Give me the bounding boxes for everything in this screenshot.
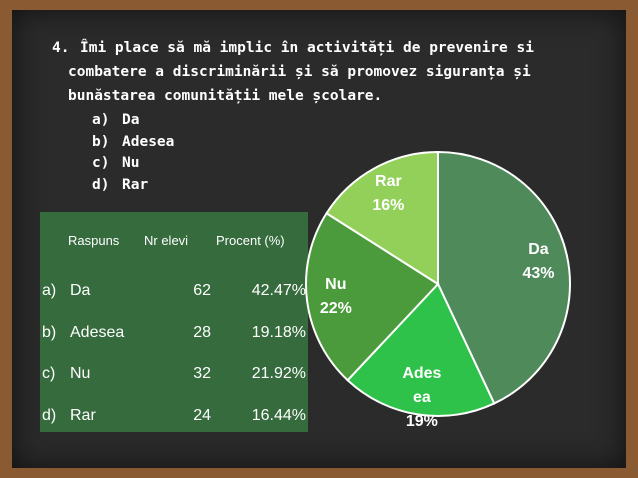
row-answer: Adesea — [70, 323, 125, 341]
table-header: Raspuns — [68, 233, 120, 248]
row-count: 28 — [193, 323, 211, 341]
row-count: 62 — [193, 282, 211, 299]
pie-slice — [305, 211, 440, 382]
slice-label: Da 43% — [516, 238, 560, 286]
option-text: Nu — [122, 155, 140, 171]
results-table: Raspuns Nr elevi Procent (%) a) Da 62 42.47% b)… — [40, 212, 308, 432]
table-header: Procent (%) — [216, 233, 285, 248]
row-percent: 42.47% — [251, 282, 306, 299]
pie-slice — [346, 282, 496, 417]
slice-value-label: 16% — [372, 196, 405, 214]
slice-label: Adesea 19% — [400, 362, 444, 434]
option-letter: c) — [92, 155, 110, 171]
option-letter: b) — [92, 133, 110, 150]
row-answer: Rar — [70, 406, 96, 424]
slice-label: Rar 16% — [366, 170, 410, 218]
option-letter: d) — [92, 176, 110, 193]
row-percent: 16.44% — [251, 406, 306, 424]
row-count: 32 — [193, 365, 211, 382]
row-answer: Da — [70, 282, 91, 299]
slice-category: Rar — [375, 172, 402, 190]
row-letter: b) — [42, 323, 57, 341]
slice-category: Da — [528, 240, 549, 258]
pie-slice — [437, 150, 571, 405]
row-answer: Nu — [70, 365, 91, 382]
question-line: Îmi place să mă implic în activități de … — [80, 40, 534, 56]
slice-value-label: 19% — [405, 412, 438, 430]
table-header: Nr elevi — [144, 233, 189, 248]
row-letter: d) — [42, 406, 57, 424]
question-number: 4. — [52, 40, 70, 56]
slice-value-label: 43% — [522, 264, 555, 282]
option-text: Rar — [122, 176, 149, 193]
slice-category: Adesea — [402, 364, 442, 406]
slice-label: Nu 22% — [314, 273, 358, 321]
option-letter: a) — [92, 112, 110, 128]
row-letter: c) — [42, 365, 56, 382]
pie-slice — [325, 150, 439, 286]
slice-value-label: 22% — [319, 299, 352, 317]
question-line: combatere a discriminării și să promovez… — [68, 64, 531, 80]
slice-category: Nu — [325, 275, 347, 293]
option-text: Da — [122, 112, 140, 128]
question-line: bunăstarea comunității mele școlare. — [68, 88, 383, 104]
row-percent: 21.92% — [251, 365, 306, 382]
row-count: 24 — [193, 406, 211, 424]
row-percent: 19.18% — [251, 323, 306, 341]
option-text: Adesea — [122, 133, 175, 150]
row-letter: a) — [42, 282, 57, 299]
